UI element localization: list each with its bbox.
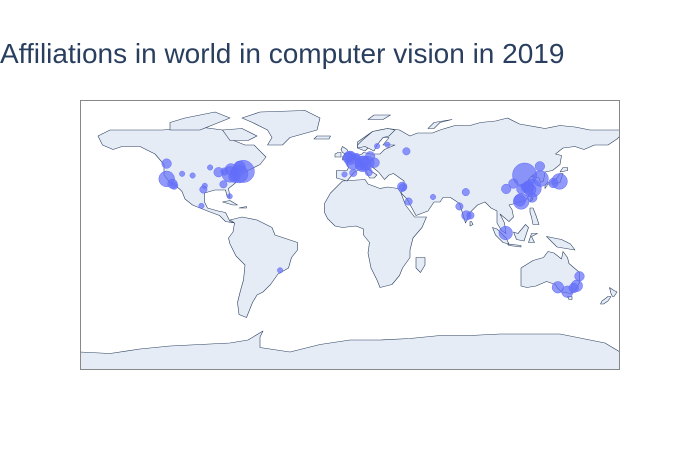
land-svalbard (367, 114, 391, 120)
affiliation-marker[interactable] (574, 271, 585, 282)
map-svg (80, 100, 620, 370)
affiliation-marker[interactable] (374, 143, 381, 150)
affiliation-marker[interactable] (404, 197, 413, 206)
land-antarctica (80, 330, 620, 370)
affiliation-marker[interactable] (341, 171, 348, 178)
affiliation-marker[interactable] (219, 180, 228, 189)
land-cuba (222, 200, 238, 206)
land-new-guinea (546, 236, 576, 251)
affiliation-marker[interactable] (349, 168, 358, 177)
map-frame-border (80, 100, 620, 370)
affiliation-marker[interactable] (179, 170, 186, 177)
affiliation-marker[interactable] (364, 168, 373, 177)
affiliation-marker[interactable] (508, 178, 519, 189)
land-novaya-zemlya (427, 119, 453, 129)
land-madagascar (415, 257, 426, 273)
land-baffin (222, 128, 258, 141)
affiliation-marker[interactable] (398, 183, 407, 192)
land-south-america (228, 216, 298, 318)
affiliation-marker[interactable] (430, 194, 436, 200)
land-new-zealand-north (609, 287, 618, 297)
land-java (507, 243, 522, 248)
world-map[interactable] (80, 100, 620, 370)
affiliation-marker[interactable] (369, 157, 380, 168)
land-africa (324, 179, 427, 288)
land-sulawesi (528, 233, 538, 243)
land-hokkaido (559, 167, 568, 173)
land-sri-lanka (469, 221, 474, 227)
land-philippines (529, 207, 540, 225)
affiliation-marker[interactable] (359, 162, 368, 171)
affiliation-marker[interactable] (532, 170, 549, 187)
affiliation-marker[interactable] (207, 164, 214, 171)
affiliation-marker[interactable] (498, 225, 513, 241)
markers-layer (158, 141, 585, 298)
land-iceland (313, 135, 331, 140)
affiliation-marker[interactable] (161, 158, 172, 169)
land-arctic-islands (169, 111, 231, 131)
affiliation-marker[interactable] (520, 182, 531, 193)
affiliation-marker[interactable] (198, 202, 205, 209)
affiliation-marker[interactable] (402, 147, 411, 156)
land-scandinavia (357, 128, 396, 152)
affiliation-marker[interactable] (534, 161, 545, 172)
affiliation-marker[interactable] (461, 188, 470, 197)
chart-title: Affiliations in world in computer vision… (0, 38, 565, 69)
affiliation-marker[interactable] (455, 202, 464, 211)
affiliation-marker[interactable] (551, 281, 564, 294)
affiliation-marker[interactable] (548, 177, 559, 189)
affiliation-marker[interactable] (231, 167, 240, 176)
affiliation-marker[interactable] (568, 282, 579, 294)
affiliation-marker[interactable] (384, 141, 391, 148)
affiliation-marker[interactable] (170, 181, 179, 190)
affiliation-marker[interactable] (201, 182, 208, 189)
affiliation-marker[interactable] (501, 183, 512, 194)
affiliation-marker[interactable] (466, 211, 475, 220)
land-ireland (334, 152, 342, 158)
land-new-zealand-south (600, 296, 612, 305)
affiliation-marker[interactable] (527, 192, 538, 203)
land-greenland (241, 110, 321, 146)
land-hispaniola (238, 206, 247, 209)
land-borneo (513, 224, 529, 242)
affiliation-marker[interactable] (513, 194, 526, 207)
affiliation-marker[interactable] (189, 172, 196, 179)
affiliation-marker[interactable] (226, 193, 233, 200)
affiliation-marker[interactable] (277, 267, 284, 274)
